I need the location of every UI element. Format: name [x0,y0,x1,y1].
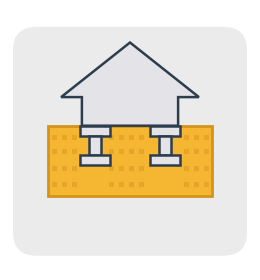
Bar [204,166,209,171]
Bar [204,182,209,187]
Bar [139,166,144,171]
Bar [109,166,114,171]
Bar [109,182,114,187]
Bar [159,136,171,155]
Bar [194,182,199,187]
Bar [72,166,77,171]
Bar [52,149,57,154]
Bar [129,149,134,154]
Bar [62,166,67,171]
Bar [52,182,57,187]
Bar [80,126,110,136]
Bar [139,182,144,187]
Bar [204,149,209,154]
Bar [139,149,144,154]
FancyBboxPatch shape [13,27,247,256]
Polygon shape [61,43,199,126]
Bar [72,182,77,187]
Bar [150,126,180,136]
Bar [62,149,67,154]
Bar [62,135,67,140]
Bar [194,149,199,154]
Bar [119,135,124,140]
Bar [62,182,67,187]
Bar [184,135,189,140]
Bar [194,135,199,140]
Bar [119,182,124,187]
Bar [184,182,189,187]
Bar [48,126,212,196]
Bar [89,136,101,155]
Bar [109,135,114,140]
Bar [129,166,134,171]
Bar [52,166,57,171]
Bar [119,149,124,154]
Bar [52,135,57,140]
Bar [139,135,144,140]
Bar [119,166,124,171]
Bar [129,135,134,140]
Bar [80,155,110,165]
Bar [150,155,180,165]
Bar [184,149,189,154]
Bar [204,135,209,140]
Bar [194,166,199,171]
Bar [72,135,77,140]
Bar [129,182,134,187]
Bar [72,149,77,154]
Bar [109,149,114,154]
Bar [184,166,189,171]
